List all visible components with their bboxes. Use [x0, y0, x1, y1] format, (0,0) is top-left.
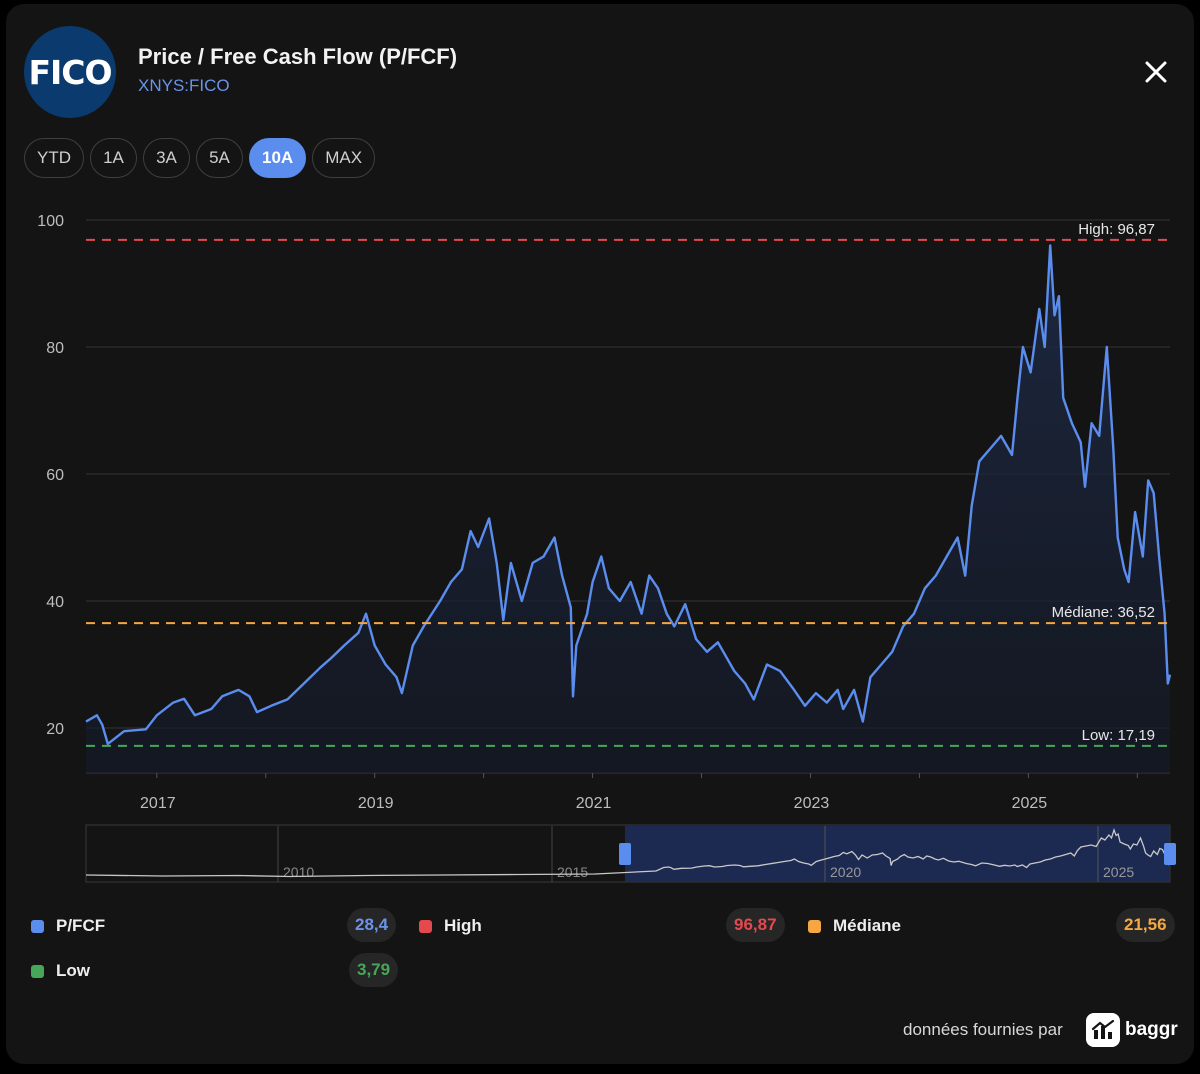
series-line-pfcf: [85, 244, 1172, 746]
legend-value-low: 3,79: [349, 953, 399, 987]
navigator-handle-right[interactable]: [1164, 843, 1176, 865]
period-button-max[interactable]: MAX: [312, 138, 376, 178]
x-tick-label-2021: 2021: [576, 795, 612, 812]
x-tick-label-2023: 2023: [794, 795, 830, 812]
navigator-handle-left[interactable]: [619, 843, 631, 865]
data-source-text: données fournies par: [903, 1020, 1063, 1039]
baggr-brand[interactable]: baggr: [1125, 1019, 1178, 1040]
x-tick-label-2025: 2025: [1012, 795, 1048, 812]
reference-label-high: High: 96,87: [1078, 221, 1155, 238]
x-tick-label-2017: 2017: [140, 795, 176, 812]
pfcf-line-chart[interactable]: 100 80 60 40 20 2017 2019 2021 2023 2025 High: 9…: [0, 0, 1200, 900]
y-tick-label-60: 60: [46, 467, 64, 484]
navigator-label-2025: 2025: [1103, 864, 1134, 880]
baggr-logo-icon[interactable]: [1086, 1013, 1120, 1047]
period-button-ytd[interactable]: YTD: [24, 138, 84, 178]
period-button-1a[interactable]: 1A: [90, 138, 137, 178]
reference-label-low: Low: 17,19: [1082, 727, 1155, 744]
navigator-label-2015: 2015: [557, 864, 588, 880]
y-tick-label-40: 40: [46, 594, 64, 611]
legend-item-high: High: [419, 916, 482, 936]
navigator-label-2020: 2020: [830, 864, 861, 880]
ticker-label: XNYS:FICO: [138, 76, 230, 95]
legend-label-high: High: [444, 916, 482, 935]
y-tick-label-20: 20: [46, 721, 64, 738]
navigator-selection[interactable]: [625, 826, 1170, 882]
legend-dot-mediane: [808, 919, 821, 933]
legend-dot-high: [419, 919, 432, 933]
legend-value-pfcf: 28,4: [347, 908, 397, 942]
legend-item-pfcf: P/FCF: [31, 916, 105, 936]
period-selector: YTD 1A 3A 5A 10A MAX: [24, 138, 376, 178]
period-button-3a[interactable]: 3A: [143, 138, 190, 178]
period-button-10a[interactable]: 10A: [249, 138, 307, 178]
legend-label-low: Low: [56, 961, 90, 980]
reference-label-mediane: Médiane: 36,52: [1052, 604, 1155, 621]
y-tick-label-80: 80: [46, 340, 64, 357]
legend-dot-pfcf: [31, 919, 44, 933]
y-tick-label-100: 100: [37, 213, 64, 230]
navigator-line: [85, 828, 1171, 878]
period-button-5a[interactable]: 5A: [196, 138, 243, 178]
range-navigator[interactable]: 2010 2015 2020 2025: [85, 824, 1176, 883]
navigator-label-2010: 2010: [283, 864, 314, 880]
legend-label-mediane: Médiane: [833, 916, 902, 935]
legend-item-low: Low: [31, 961, 90, 981]
legend-value-high: 96,87: [726, 908, 785, 942]
x-tick-label-2019: 2019: [358, 795, 394, 812]
page-title: Price / Free Cash Flow (P/FCF): [138, 44, 458, 69]
legend-label-pfcf: P/FCF: [56, 916, 106, 935]
close-icon[interactable]: [1140, 56, 1172, 88]
legend-item-mediane: Médiane: [808, 916, 901, 936]
company-logo: FICO: [24, 26, 116, 118]
legend-value-mediane: 21,56: [1116, 908, 1175, 942]
legend-dot-low: [31, 964, 44, 978]
series-area: [86, 245, 1170, 773]
